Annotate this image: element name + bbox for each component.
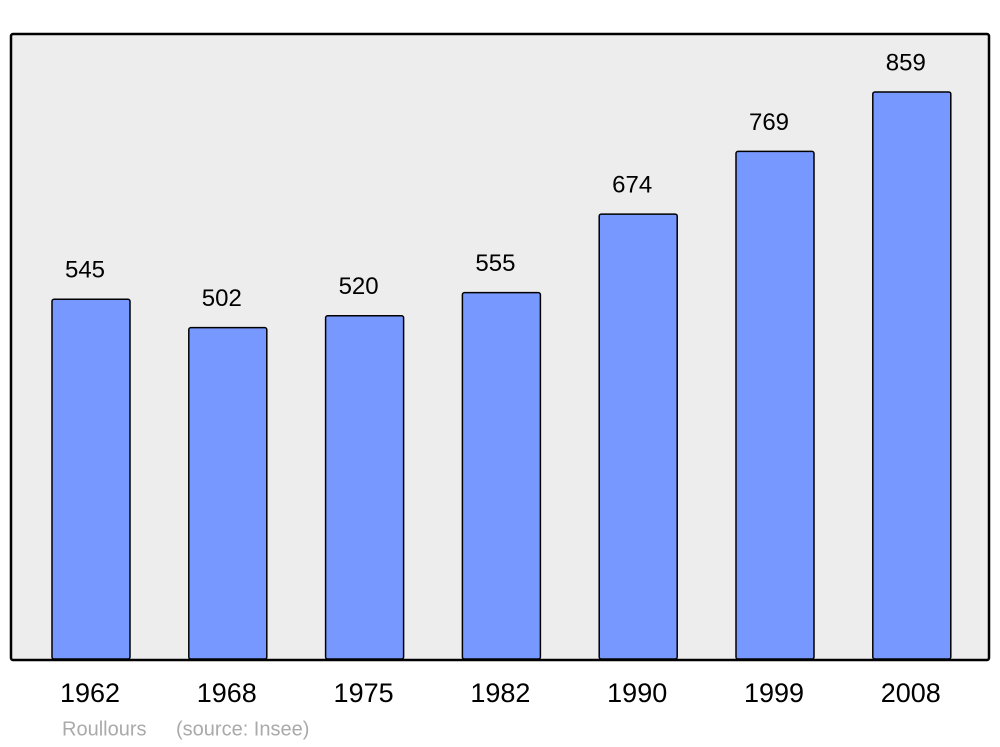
bar bbox=[324, 315, 405, 660]
x-tick-label: 2008 bbox=[881, 678, 941, 708]
source: (source: Insee) bbox=[176, 718, 309, 740]
bar bbox=[735, 150, 815, 660]
x-tick-label: 1962 bbox=[60, 678, 120, 708]
value-label: 502 bbox=[202, 285, 242, 312]
value-label: 769 bbox=[749, 109, 789, 136]
value-label: 555 bbox=[475, 250, 515, 277]
caption: Roullours bbox=[62, 718, 146, 740]
x-tick-label: 1968 bbox=[197, 678, 257, 708]
bar bbox=[461, 291, 542, 660]
x-tick-label: 1982 bbox=[470, 678, 530, 708]
bar bbox=[598, 213, 678, 660]
value-label: 859 bbox=[886, 49, 926, 76]
bar bbox=[872, 91, 952, 660]
value-label: 520 bbox=[339, 273, 379, 300]
x-tick-label: 1975 bbox=[334, 678, 394, 708]
x-tick-label: 1990 bbox=[607, 678, 667, 708]
x-tick-label: 1999 bbox=[744, 678, 804, 708]
bar bbox=[188, 326, 268, 660]
value-label: 674 bbox=[612, 171, 652, 198]
value-label: 545 bbox=[65, 257, 105, 284]
bar bbox=[51, 298, 131, 660]
